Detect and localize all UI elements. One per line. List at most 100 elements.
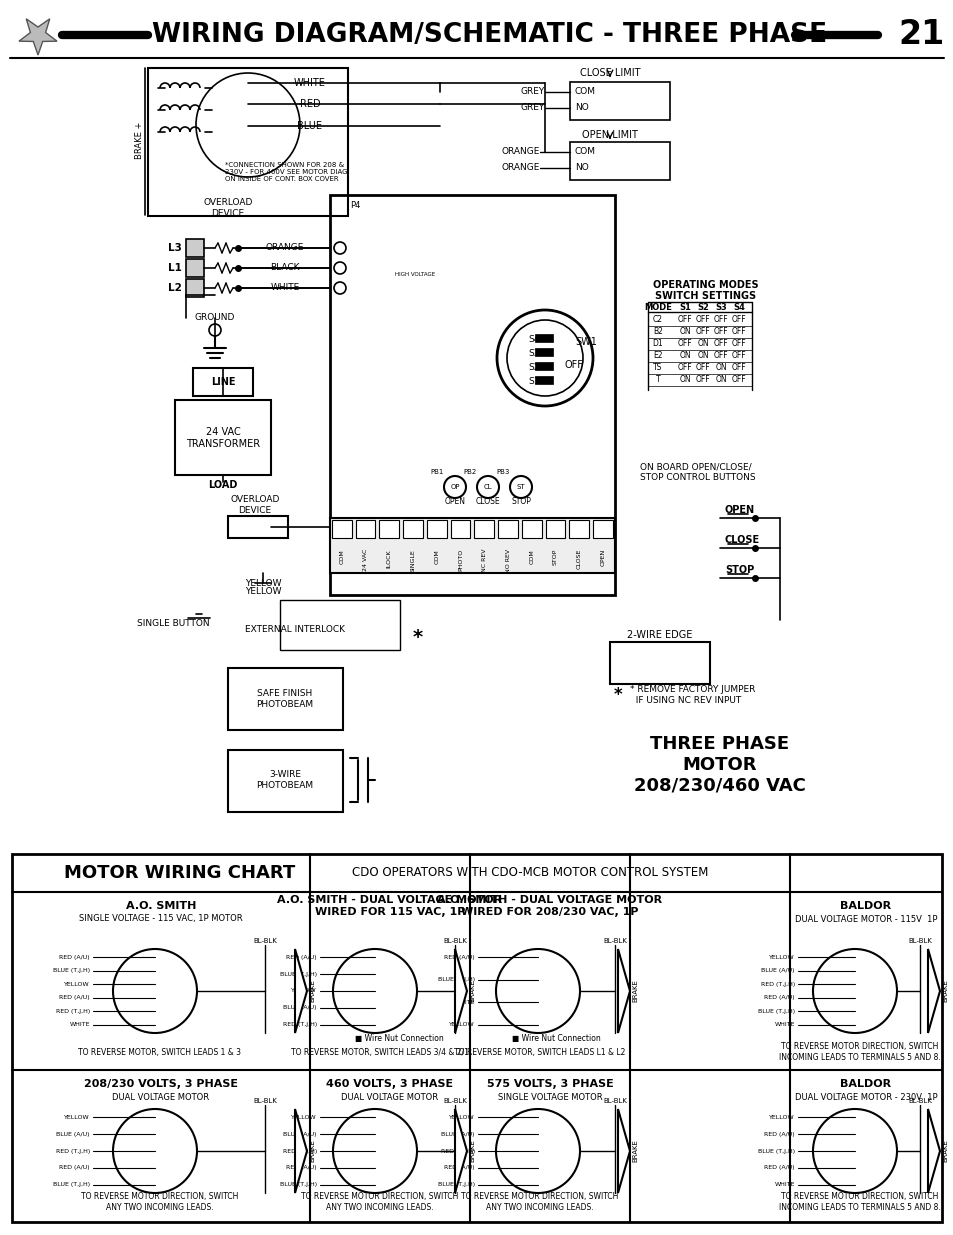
Circle shape (209, 324, 221, 336)
Bar (569, 82, 669, 120)
Text: OFF: OFF (677, 363, 692, 373)
Text: WHITE: WHITE (454, 999, 475, 1005)
Bar (186, 259, 204, 277)
Text: OFF: OFF (731, 327, 745, 336)
Text: YELLOW: YELLOW (449, 1023, 475, 1028)
Text: OFF: OFF (731, 340, 745, 348)
Text: RED (T,J,H): RED (T,J,H) (55, 1009, 90, 1014)
Text: A.O. SMITH: A.O. SMITH (126, 902, 196, 911)
Text: E2: E2 (653, 352, 662, 361)
Text: RED (T,J,H): RED (T,J,H) (760, 982, 794, 987)
Text: PB1: PB1 (430, 469, 443, 475)
Text: RED (A/U): RED (A/U) (763, 995, 794, 1000)
Polygon shape (618, 1109, 629, 1193)
Text: YELLOW: YELLOW (245, 578, 281, 588)
Text: GROUND: GROUND (194, 314, 235, 322)
Text: YELLOW: YELLOW (64, 1115, 90, 1120)
Text: ILOCK: ILOCK (387, 550, 392, 568)
Text: BLUE (T,J,H): BLUE (T,J,H) (279, 1182, 316, 1187)
Text: BLUE (A/U): BLUE (A/U) (283, 1005, 316, 1010)
Text: ■ Wire Nut Connection: ■ Wire Nut Connection (355, 1034, 443, 1042)
Text: OFF: OFF (731, 363, 745, 373)
Bar (521, 520, 541, 538)
Bar (545, 520, 565, 538)
Text: CLOSE: CLOSE (577, 550, 581, 569)
Text: PB2: PB2 (463, 469, 476, 475)
Bar (228, 668, 343, 730)
Text: DUAL VOLTAGE MOTOR: DUAL VOLTAGE MOTOR (112, 1093, 210, 1102)
Text: SW1: SW1 (575, 337, 597, 347)
Text: ON: ON (715, 363, 726, 373)
Text: RED (A/U): RED (A/U) (763, 1166, 794, 1171)
Bar (609, 642, 709, 684)
Text: A.O. SMITH - DUAL VOLTAGE MOTOR
WIRED FOR 208/230 VAC, 1P: A.O. SMITH - DUAL VOLTAGE MOTOR WIRED FO… (437, 895, 662, 916)
Text: 575 VOLTS, 3 PHASE: 575 VOLTS, 3 PHASE (486, 1079, 613, 1089)
Text: OPERATING MODES: OPERATING MODES (653, 280, 758, 290)
Text: BLUE (A/U): BLUE (A/U) (283, 1131, 316, 1136)
Text: OFF: OFF (695, 363, 710, 373)
Text: OP: OP (450, 484, 459, 490)
Text: ORANGE: ORANGE (266, 243, 304, 252)
Text: OFF: OFF (713, 327, 727, 336)
Text: * REMOVE FACTORY JUMPER
  IF USING NC REV INPUT: * REMOVE FACTORY JUMPER IF USING NC REV … (629, 685, 755, 705)
Bar (535, 333, 553, 342)
Text: GREY: GREY (520, 104, 544, 112)
Text: A.O. SMITH - DUAL VOLTAGE MOTOR
WIRED FOR 115 VAC, 1P: A.O. SMITH - DUAL VOLTAGE MOTOR WIRED FO… (277, 895, 502, 916)
Text: BL-BLK: BL-BLK (253, 1098, 276, 1104)
Text: PHOTO: PHOTO (457, 550, 462, 572)
Text: BLUE (T,J,H): BLUE (T,J,H) (757, 1149, 794, 1153)
Text: S1: S1 (679, 304, 690, 312)
Text: BRAKE: BRAKE (941, 979, 947, 1003)
Text: OFF: OFF (713, 352, 727, 361)
Text: NO REV: NO REV (505, 550, 510, 573)
Bar (569, 142, 669, 180)
Text: TO REVERSE MOTOR, SWITCH LEADS 1 & 3: TO REVERSE MOTOR, SWITCH LEADS 1 & 3 (78, 1047, 241, 1056)
Text: RED (T,J,H): RED (T,J,H) (282, 1149, 316, 1153)
Text: OFF: OFF (695, 315, 710, 325)
Text: OFF: OFF (713, 315, 727, 325)
Polygon shape (294, 948, 307, 1032)
Text: WIRING DIAGRAM/SCHEMATIC - THREE PHASE: WIRING DIAGRAM/SCHEMATIC - THREE PHASE (152, 22, 826, 48)
Text: YELLOW: YELLOW (291, 1115, 316, 1120)
Text: STOP: STOP (553, 550, 558, 566)
Text: COM: COM (529, 550, 534, 563)
Text: CLOSE: CLOSE (476, 498, 499, 506)
Text: WHITE: WHITE (774, 1182, 794, 1187)
Text: TO REVERSE MOTOR DIRECTION, SWITCH
ANY TWO INCOMING LEADS.: TO REVERSE MOTOR DIRECTION, SWITCH ANY T… (461, 1192, 618, 1212)
Text: 208/230 VOLTS, 3 PHASE: 208/230 VOLTS, 3 PHASE (84, 1079, 237, 1089)
Bar (569, 520, 589, 538)
Text: RED: RED (299, 99, 320, 109)
Text: CL: CL (483, 484, 492, 490)
Text: YELLOW: YELLOW (245, 588, 281, 597)
Text: HIGH VOLTAGE: HIGH VOLTAGE (395, 273, 435, 278)
Text: YELLOW: YELLOW (291, 988, 316, 993)
Text: SAFE FINISH
PHOTOBEAM: SAFE FINISH PHOTOBEAM (256, 689, 314, 709)
Text: COM: COM (575, 147, 596, 157)
Text: 3-WIRE
PHOTOBEAM: 3-WIRE PHOTOBEAM (256, 771, 314, 789)
Text: NO: NO (575, 163, 588, 173)
Text: OFF: OFF (695, 375, 710, 384)
Bar (535, 375, 553, 384)
Text: SINGLE BUTTON: SINGLE BUTTON (136, 620, 209, 629)
Text: STOP: STOP (511, 498, 531, 506)
Text: RED (A/U): RED (A/U) (286, 1166, 316, 1171)
Polygon shape (927, 1109, 939, 1193)
Text: BRAKE: BRAKE (309, 979, 314, 1003)
Text: ST: ST (517, 484, 525, 490)
Text: LINE: LINE (211, 377, 235, 387)
Text: ON: ON (679, 375, 690, 384)
Bar (228, 750, 343, 811)
Text: L1: L1 (168, 263, 182, 273)
Text: 24 VAC: 24 VAC (363, 550, 368, 572)
Text: WHITE: WHITE (294, 78, 326, 88)
Text: BALDOR: BALDOR (840, 1079, 891, 1089)
Text: DUAL VOLTAGE MOTOR: DUAL VOLTAGE MOTOR (341, 1093, 438, 1102)
Text: RED (A/U): RED (A/U) (763, 1131, 794, 1136)
Text: BRAKE: BRAKE (469, 979, 475, 1003)
Text: RED (T,J,H): RED (T,J,H) (55, 1149, 90, 1153)
Circle shape (334, 242, 346, 254)
Text: CLOSE LIMIT: CLOSE LIMIT (579, 68, 639, 78)
Text: ON: ON (715, 375, 726, 384)
Text: 24 VAC
TRANSFORMER: 24 VAC TRANSFORMER (186, 427, 260, 448)
Text: RED (T,J,H): RED (T,J,H) (282, 1023, 316, 1028)
